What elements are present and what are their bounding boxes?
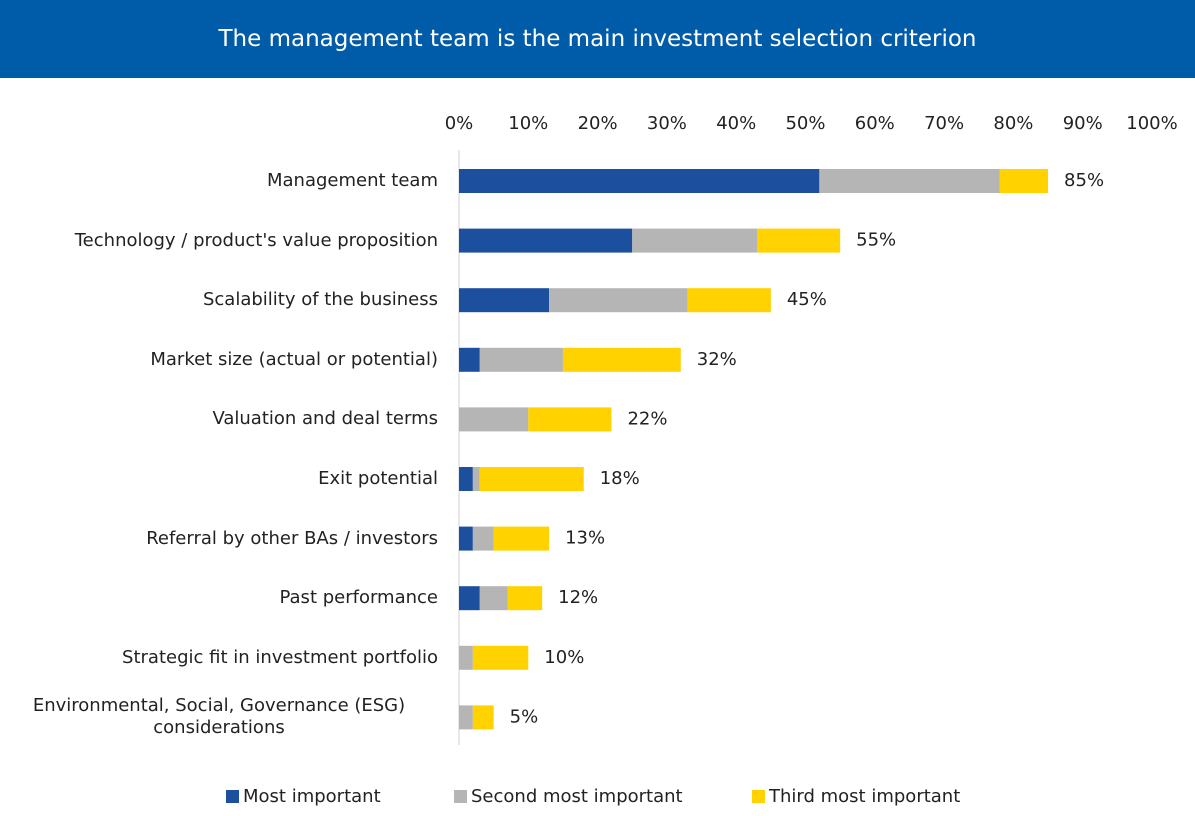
- bar-segment: [472, 645, 529, 670]
- bar-segment: [493, 526, 550, 551]
- total-label: 55%: [856, 230, 896, 251]
- bar-segment: [562, 347, 681, 372]
- x-tick-label: 90%: [1063, 113, 1103, 134]
- bar-segment: [459, 288, 550, 313]
- bar-segment: [459, 228, 633, 253]
- category-label: Management team: [0, 151, 438, 211]
- bar-segment: [479, 467, 584, 491]
- x-tick-label: 20%: [578, 113, 618, 134]
- bar-segment: [459, 645, 473, 670]
- bar-segment: [528, 407, 612, 432]
- category-label: Valuation and deal terms: [0, 389, 438, 449]
- total-label: 5%: [510, 706, 539, 727]
- total-label: 13%: [565, 528, 605, 549]
- x-tick-label: 60%: [855, 113, 895, 134]
- bar-segment: [479, 347, 563, 372]
- bar-segment: [756, 228, 841, 253]
- category-label: Strategic fit in investment portfolio: [0, 628, 438, 688]
- category-text: Strategic fit in investment portfolio: [122, 646, 438, 668]
- bar-segment: [472, 526, 494, 551]
- x-tick-label: 10%: [508, 113, 548, 134]
- total-label: 12%: [558, 587, 598, 608]
- x-tick-label: 100%: [1126, 113, 1177, 134]
- category-text: Exit potential: [318, 468, 438, 489]
- legend-label: Second most important: [471, 786, 683, 807]
- category-label: Environmental, Social, Governance (ESG) …: [0, 687, 438, 747]
- total-label: 85%: [1064, 170, 1104, 191]
- legend-swatch: [226, 790, 239, 803]
- category-label: Scalability of the business: [0, 270, 438, 330]
- category-label: Technology / product's value proposition: [0, 211, 438, 271]
- category-text: Scalability of the business: [202, 289, 438, 311]
- bar-segment: [632, 228, 757, 253]
- bar-segment: [687, 288, 771, 313]
- category-text: Market size (actual or potential): [150, 348, 438, 370]
- bar-segment: [999, 169, 1049, 193]
- bar-segment: [549, 288, 688, 313]
- x-tick-label: 0%: [445, 113, 474, 134]
- category-text: Referral by other BAs / investors: [146, 527, 438, 549]
- x-tick-label: 70%: [924, 113, 964, 134]
- bar-segment: [819, 169, 1000, 193]
- total-label: 22%: [627, 408, 667, 429]
- category-label: Referral by other BAs / investors: [0, 509, 438, 569]
- bar-segment: [459, 347, 480, 372]
- bar-segment: [459, 407, 529, 432]
- category-text: Management team: [267, 170, 438, 191]
- category-label: Past performance: [0, 568, 438, 628]
- chart-title: The management team is the main investme…: [0, 0, 1195, 78]
- x-tick-label: 50%: [785, 113, 825, 134]
- bar-segment: [507, 586, 543, 611]
- total-label: 18%: [600, 468, 640, 489]
- category-text: Environmental, Social, Governance (ESG) …: [32, 695, 406, 739]
- category-text: Technology / product's value proposition: [74, 229, 438, 251]
- bar-segment: [472, 705, 494, 730]
- category-label: Exit potential: [0, 449, 438, 509]
- legend-swatch: [752, 790, 765, 803]
- bar-segment: [459, 526, 473, 551]
- bar-segment: [479, 586, 508, 611]
- x-tick-label: 40%: [716, 113, 756, 134]
- bar-segment: [459, 169, 820, 193]
- bar-segment: [472, 467, 480, 491]
- total-label: 45%: [787, 289, 827, 310]
- bar-segment: [459, 705, 473, 730]
- total-label: 10%: [544, 647, 584, 668]
- total-label: 32%: [697, 349, 737, 370]
- legend-swatch: [454, 790, 467, 803]
- bar-segment: [459, 586, 480, 611]
- legend-label: Most important: [243, 786, 381, 807]
- x-tick-label: 30%: [647, 113, 687, 134]
- bar-segment: [459, 467, 473, 491]
- category-label: Market size (actual or potential): [0, 330, 438, 390]
- x-tick-label: 80%: [993, 113, 1033, 134]
- legend-label: Third most important: [768, 786, 960, 807]
- category-text: Valuation and deal terms: [212, 408, 438, 430]
- category-text: Past performance: [279, 587, 438, 609]
